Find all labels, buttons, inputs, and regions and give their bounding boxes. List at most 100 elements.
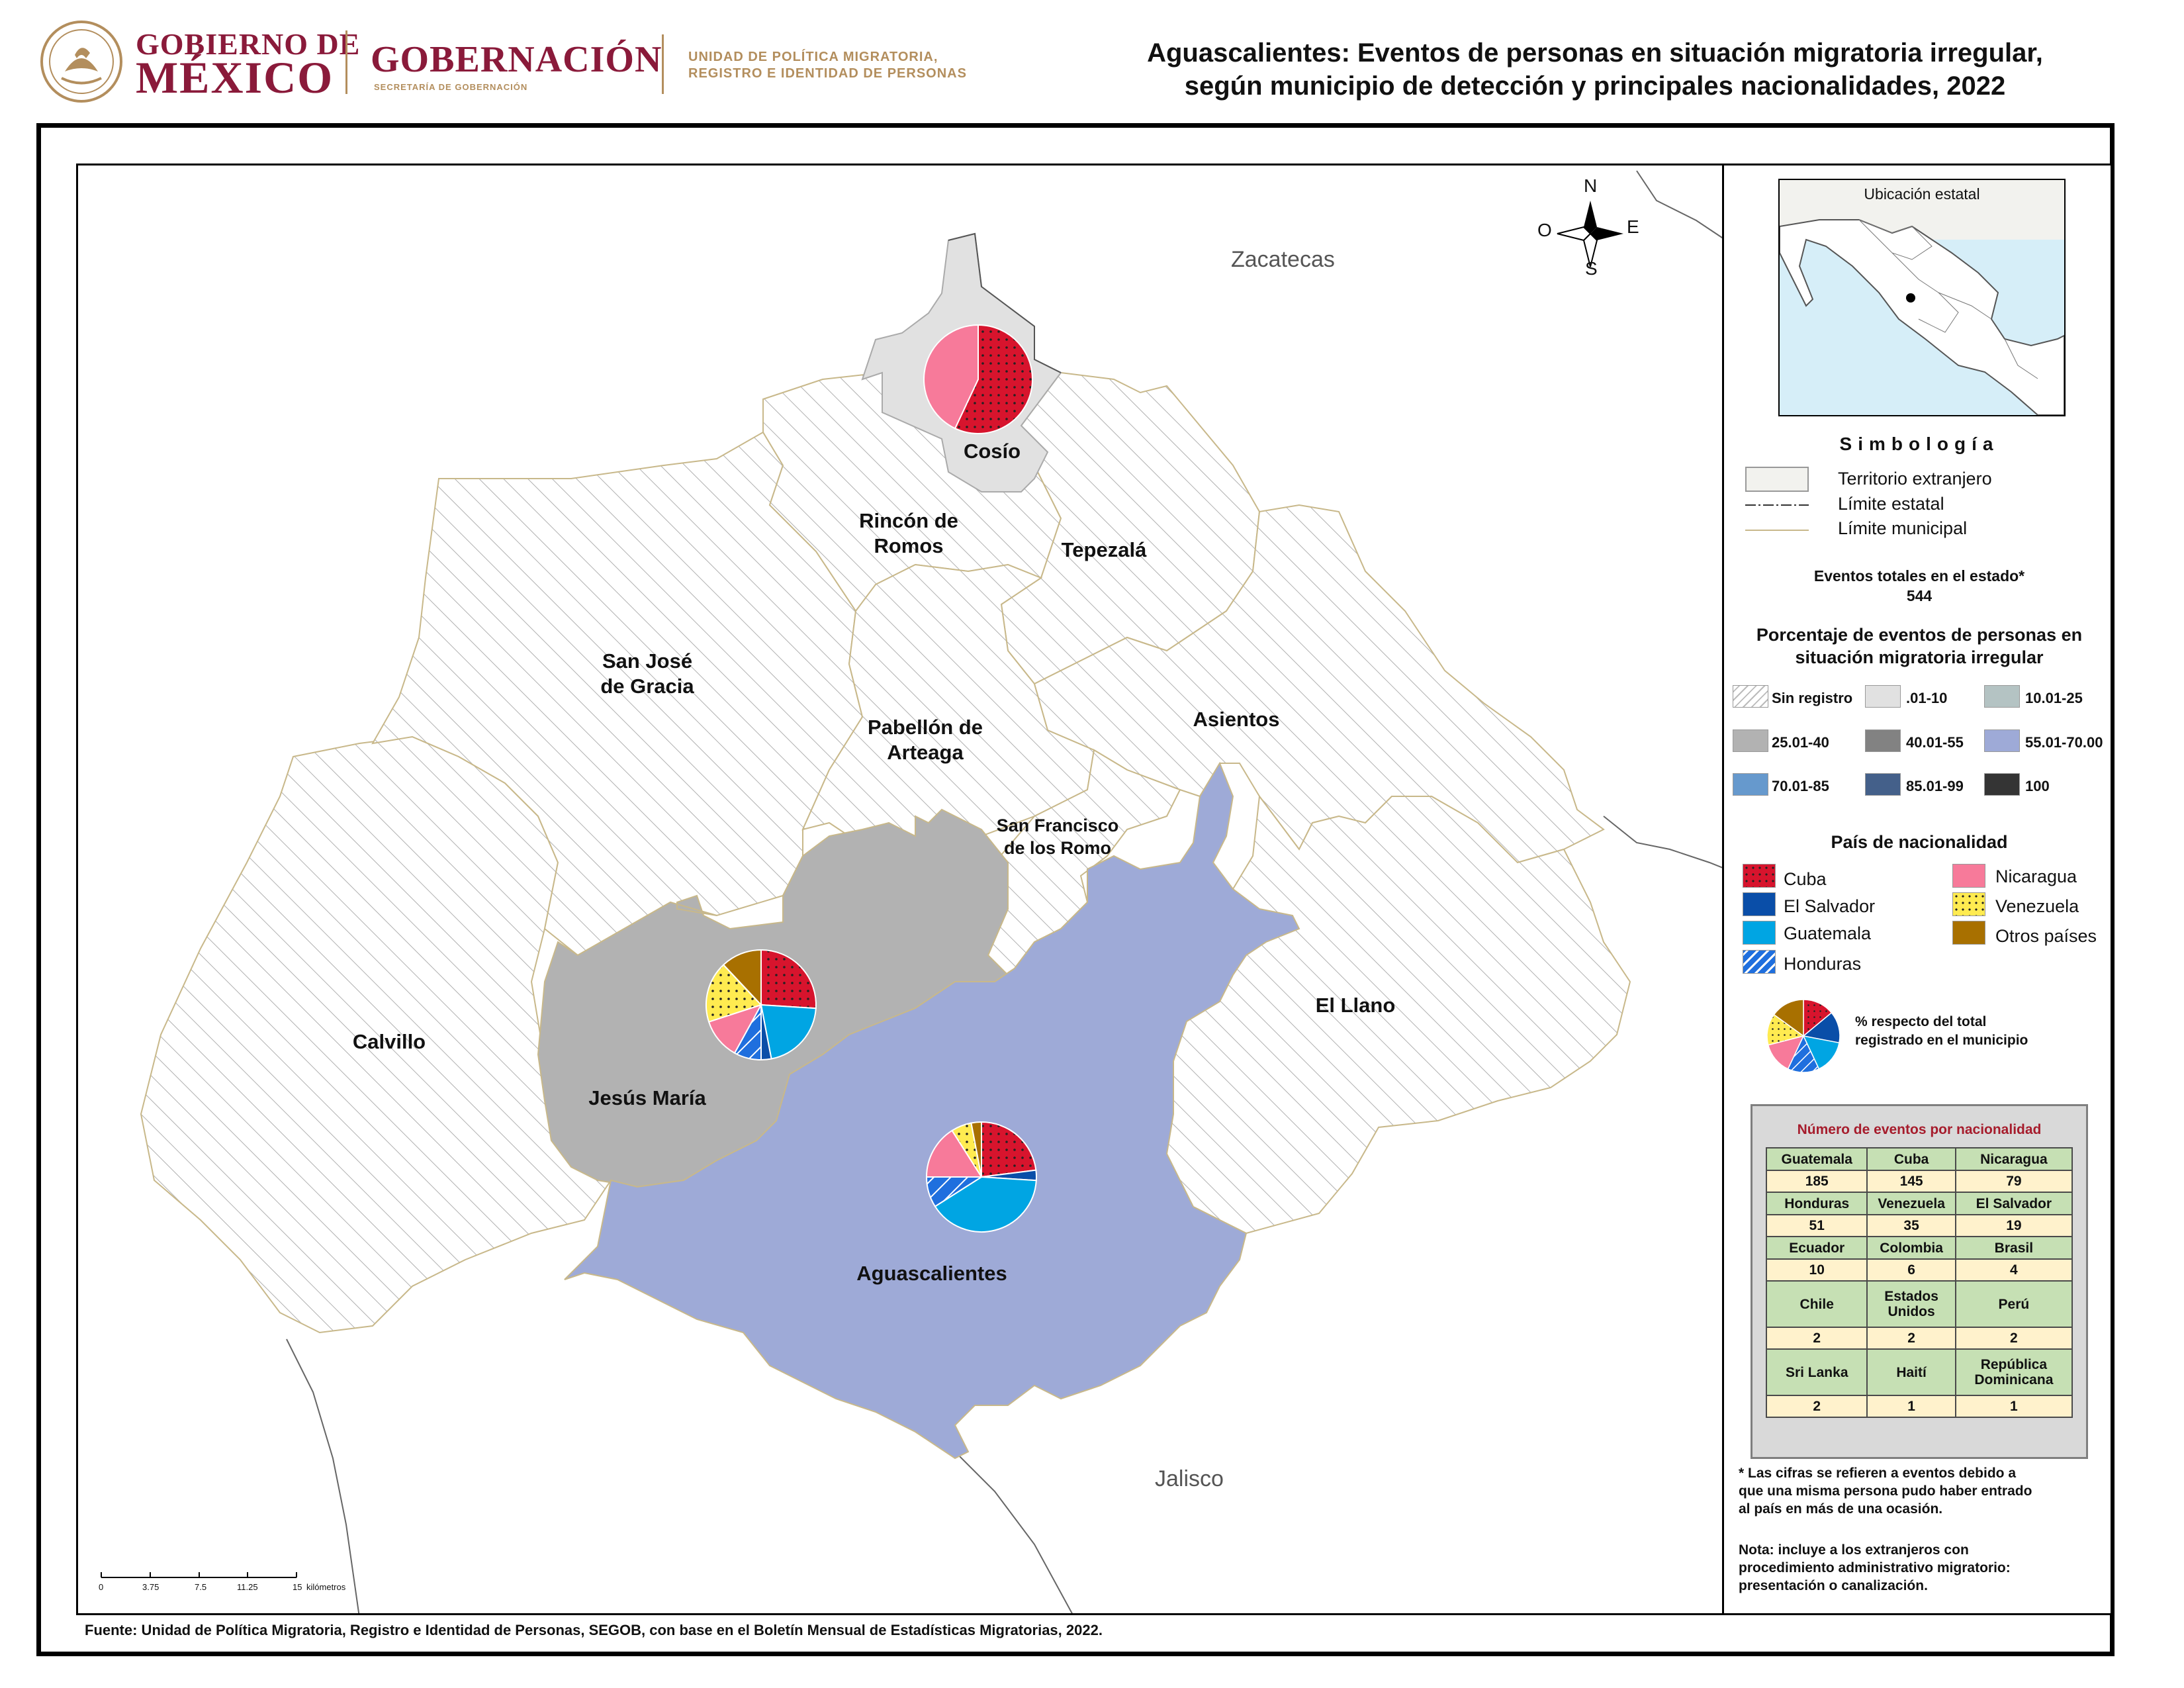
label-elllano: El Llano xyxy=(1315,994,1396,1017)
class-swatch-4 xyxy=(1865,729,1901,752)
label-sanjose-2: de Gracia xyxy=(600,675,694,698)
pie-slice-guatemala xyxy=(760,1004,817,1060)
table-cell: Estados Unidos xyxy=(1866,1280,1956,1328)
gov-line2: MÉXICO xyxy=(136,52,334,103)
scale-tick-3: 11.25 xyxy=(237,1582,258,1592)
nat-title: País de nacionalidad xyxy=(1831,832,2008,852)
scale-tick-0: 0 xyxy=(99,1582,104,1592)
pie-note-1: % respecto del total xyxy=(1855,1014,1987,1029)
table-cell: El Salvador xyxy=(1954,1192,2073,1215)
note-1-line2: que una misma persona pudo haber entrado xyxy=(1739,1483,2032,1499)
class-swatch-6 xyxy=(1733,773,1768,796)
note-2-line2: procedimiento administrativo migratorio: xyxy=(1739,1560,2011,1575)
pie-slice-otros-paises xyxy=(722,949,762,1007)
gov-line1: GOBIERNO DE xyxy=(136,27,361,61)
title-line2: según municipio de detección y principal… xyxy=(1184,71,2006,101)
table-cell: 1 xyxy=(1954,1395,2073,1418)
state-boundary-line xyxy=(941,1438,1073,1613)
total-events: Eventos totales en el estado* 544 xyxy=(1724,566,2115,606)
source-note: Fuente: Unidad de Política Migratoria, R… xyxy=(85,1622,1103,1638)
table-row: 2 2 2 xyxy=(1765,1327,2073,1350)
table-cell: 10 xyxy=(1765,1258,1868,1282)
note-1-line1: * Las cifras se refieren a eventos debid… xyxy=(1739,1466,2017,1481)
label-zacatecas: Zacatecas xyxy=(1231,247,1335,272)
pie-slice-venezuela xyxy=(705,964,762,1023)
class-label-2: 10.01-25 xyxy=(2025,690,2083,706)
table-row: Sri Lanka Haití República Dominicana xyxy=(1765,1348,2073,1396)
table-cell: Venezuela xyxy=(1866,1192,1956,1215)
note-2-line3: presentación o canalización. xyxy=(1739,1578,1928,1593)
pie-slice-cuba xyxy=(760,949,817,1009)
nat-swatch-elsalvador xyxy=(1743,892,1776,916)
pie-slice-nicaragua xyxy=(707,1004,763,1055)
pie-chart-cosio xyxy=(923,324,1033,434)
pct-title-2: situación migratoria irregular xyxy=(1795,647,2044,667)
table-cell: 2 xyxy=(1765,1327,1868,1350)
header-divider xyxy=(345,30,347,94)
table-row: Ecuador Colombia Brasil xyxy=(1765,1236,2073,1260)
page-title: Aguascalientes: Eventos de personas en s… xyxy=(1032,36,2158,103)
pie-slice-cuba xyxy=(981,1121,1037,1178)
state-limit-line xyxy=(948,232,1062,373)
table-cell: 2 xyxy=(1765,1395,1868,1418)
scale-tick-2: 7.5 xyxy=(195,1582,207,1592)
table-cell: Sri Lanka xyxy=(1765,1348,1868,1396)
pie-note: % respecto del total registrado en el mu… xyxy=(1855,1013,2028,1050)
state-boundary-line xyxy=(1603,816,1722,868)
scale-bar xyxy=(101,1572,297,1578)
table-cell: 2 xyxy=(1954,1327,2073,1350)
table-cell: 145 xyxy=(1866,1170,1956,1193)
pie-slice-nicaragua xyxy=(923,324,979,430)
legend-panel: Ubicación estatal Simbología Territorio … xyxy=(1722,164,2113,1615)
nat-label-venezuela: Venezuela xyxy=(1995,896,2079,916)
class-swatch-7 xyxy=(1865,773,1901,796)
header: GOBIERNO DE MÉXICO GOBERNACIÓN SECRETARÍ… xyxy=(0,0,2184,119)
nationality-table-box: Número de eventos por nacionalidad Guate… xyxy=(1751,1104,2088,1459)
nat-swatch-honduras xyxy=(1743,950,1776,974)
table-cell: 6 xyxy=(1866,1258,1956,1282)
compass-w: O xyxy=(1537,220,1552,240)
ministry-name: GOBERNACIÓN xyxy=(371,39,662,80)
table-row: 10 6 4 xyxy=(1765,1258,2073,1282)
pct-title-1: Porcentaje de eventos de personas en xyxy=(1756,625,2083,645)
unit-line2: REGISTRO E IDENTIDAD DE PERSONAS xyxy=(688,66,967,81)
table-cell: 35 xyxy=(1866,1214,1956,1237)
legend-title: Simbología xyxy=(1839,434,1999,454)
nat-label-otros: Otros países xyxy=(1995,926,2097,946)
table-cell: República Dominicana xyxy=(1954,1348,2073,1396)
table-cell: Nicaragua xyxy=(1954,1147,2073,1171)
compass-s: S xyxy=(1585,258,1598,279)
total-value: 544 xyxy=(1906,587,1933,604)
class-swatch-0 xyxy=(1733,685,1768,708)
nat-swatch-venezuela xyxy=(1952,892,1985,916)
table-cell: Haití xyxy=(1866,1348,1956,1396)
class-label-4: 40.01-55 xyxy=(1906,734,1964,751)
inset-mexico-map xyxy=(1780,180,2064,415)
label-sanfrancisco-2: de los Romo xyxy=(1003,838,1111,858)
table-cell: 4 xyxy=(1954,1258,2073,1282)
class-label-5: 55.01-70.00 xyxy=(2025,734,2103,751)
table-row: 2 1 1 xyxy=(1765,1395,2073,1418)
table-cell: 79 xyxy=(1954,1170,2073,1193)
table-cell: Ecuador xyxy=(1765,1236,1868,1260)
scale-tick-1: 3.75 xyxy=(142,1582,159,1592)
label-sanfrancisco-1: San Francisco xyxy=(996,816,1119,835)
label-jalisco: Jalisco xyxy=(1155,1466,1224,1491)
nat-label-elsalvador: El Salvador xyxy=(1784,896,1876,916)
map-panel: N S E O Zacatecas Jalisco Cosío Rincón d… xyxy=(76,164,1724,1615)
table-cell: Guatemala xyxy=(1765,1147,1868,1171)
class-label-7: 85.01-99 xyxy=(1906,778,1964,794)
note-1: * Las cifras se refieren a eventos debid… xyxy=(1739,1464,2109,1518)
table-row: Honduras Venezuela El Salvador xyxy=(1765,1192,2073,1215)
class-swatch-3 xyxy=(1733,729,1768,752)
label-cosio: Cosío xyxy=(963,440,1021,463)
pct-title: Porcentaje de eventos de personas en sit… xyxy=(1724,624,2115,669)
note-1-line3: al país en más de una ocasión. xyxy=(1739,1501,1943,1517)
compass-rose-icon xyxy=(1557,201,1623,267)
table-cell: Honduras xyxy=(1765,1192,1868,1215)
note-2-line1: Nota: incluye a los extranjeros con xyxy=(1739,1542,1969,1558)
municipality-aguascalientes[interactable] xyxy=(564,761,1300,1460)
legend-muni-limit: Límite municipal xyxy=(1838,518,1968,538)
nationality-table: Guatemala Cuba Nicaragua 185 145 79 Hond… xyxy=(1765,1147,2073,1418)
label-pabellon-2: Arteaga xyxy=(887,741,964,764)
